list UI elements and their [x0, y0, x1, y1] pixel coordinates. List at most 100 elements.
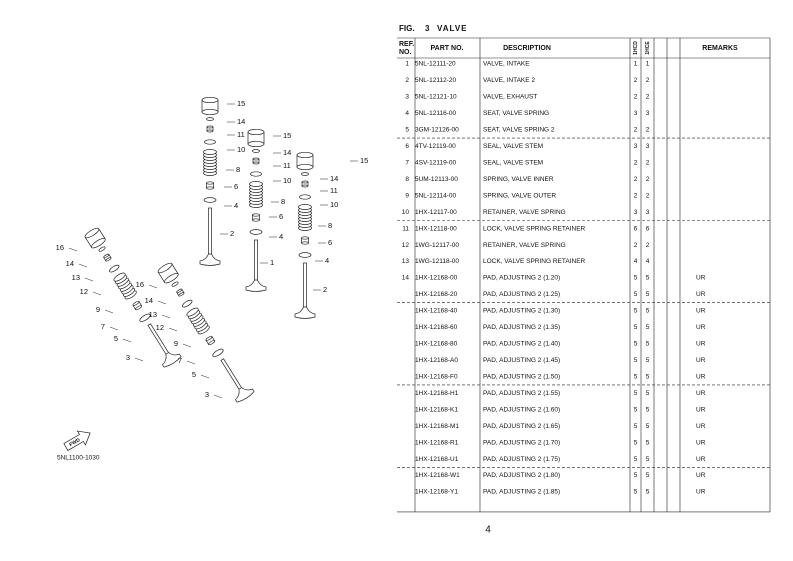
part-shape [299, 194, 311, 200]
remarks: UR [696, 423, 706, 430]
part-no: 1HX-12168-Y1 [415, 489, 458, 496]
ref-no: 6 [405, 143, 409, 150]
part-no: 1HX-12168-00 [415, 275, 458, 282]
description: LOCK, VALVE SPRING RETAINER [483, 258, 586, 265]
quantity: 2 [634, 159, 638, 166]
callout-number: 9 [96, 305, 100, 314]
remarks: UR [696, 291, 706, 298]
description: PAD, ADJUSTING 2 (1.60) [483, 406, 560, 413]
leader-line [134, 357, 144, 362]
part-no: 1WG-12118-00 [415, 258, 459, 265]
part-no: 5NL-12116-00 [415, 110, 456, 117]
header-ref: REF. NO. [399, 41, 414, 56]
quantity: 5 [646, 406, 650, 413]
ref-no: 14 [402, 275, 410, 282]
callout-number: 10 [237, 145, 245, 154]
description: PAD, ADJUSTING 2 (1.25) [483, 291, 560, 298]
part-shape [206, 117, 214, 121]
part-shape [178, 292, 185, 297]
description: PAD, ADJUSTING 2 (1.80) [483, 472, 560, 479]
description: SEAT, VALVE SPRING 2 [483, 127, 555, 134]
header-ref-line: REF. [399, 41, 414, 48]
part-shape [212, 348, 224, 357]
part-no: 1HX-12168-80 [415, 341, 458, 348]
leader-line [200, 374, 210, 379]
part-no: 5NL-12121-10 [415, 94, 457, 101]
callout-number: 14 [145, 296, 153, 305]
callout-number: 6 [279, 212, 283, 221]
callout-number: 11 [237, 130, 245, 139]
valve-assembly [84, 227, 182, 368]
callout-number: 15 [360, 156, 368, 165]
leader-line [68, 247, 78, 252]
quantity: 2 [634, 77, 638, 84]
part-shape [301, 172, 309, 176]
part-shape [186, 307, 199, 317]
part-shape [206, 186, 214, 190]
part-shape [252, 213, 260, 217]
callout-number: 5 [192, 370, 196, 379]
remarks: UR [696, 308, 706, 315]
fig-title: VALVE [437, 24, 467, 33]
part-no: 1HX-12168-U1 [415, 456, 459, 463]
quantity: 5 [634, 324, 638, 331]
part-shape [201, 96, 219, 104]
part-shape [105, 257, 112, 262]
description: RETAINER, VALVE SPRING [483, 242, 566, 249]
description: SEAL, VALVE STEM [483, 159, 543, 166]
leader-line [182, 343, 192, 348]
quantity: 5 [646, 423, 650, 430]
callout-number: 16 [56, 243, 64, 252]
quantity: 1 [634, 61, 638, 68]
callout-number: 11 [283, 161, 291, 170]
part-shape [206, 129, 214, 133]
remarks: UR [696, 373, 706, 380]
part-shape [135, 305, 143, 311]
leader-line [84, 277, 94, 282]
callout-number: 10 [330, 200, 338, 209]
part-shape [247, 128, 265, 136]
part-shape [245, 279, 267, 292]
remarks: UR [696, 324, 706, 331]
quantity: 6 [646, 225, 650, 232]
remarks: UR [696, 406, 706, 413]
quantity: 3 [634, 110, 638, 117]
part-shape [171, 281, 179, 287]
description: SEAL, VALVE STEM [483, 143, 543, 150]
callout-number: 8 [236, 165, 240, 174]
part-no: 1HX-12168-H1 [415, 390, 459, 397]
part-no: 1HX-12168-W1 [415, 472, 460, 479]
part-shape [176, 288, 183, 294]
callout-number: 7 [178, 356, 182, 365]
callout-number: 15 [237, 99, 245, 108]
header-model: 1HCD [633, 41, 639, 55]
quantity: 5 [646, 390, 650, 397]
ref-no: 12 [402, 242, 410, 249]
part-shape [157, 262, 173, 274]
valve-assembly [294, 151, 316, 319]
ref-no: 10 [402, 209, 410, 216]
part-shape [201, 108, 219, 116]
description: PAD, ADJUSTING 2 (1.35) [483, 324, 560, 331]
ref-no: 7 [405, 159, 409, 166]
quantity: 5 [646, 357, 650, 364]
description: PAD, ADJUSTING 2 (1.65) [483, 423, 560, 430]
part-shape [208, 207, 212, 261]
part-shape [298, 252, 312, 258]
fwd-arrow: FWD [63, 430, 91, 451]
description: VALVE, INTAKE 2 [483, 77, 535, 84]
part-shape [303, 262, 307, 314]
part-shape [164, 273, 179, 284]
parts-table: REF. NO. PART NO. DESCRIPTION 1HCD 1HCE REMARK… [397, 37, 771, 513]
callout-number: 8 [281, 197, 285, 206]
leader-line [122, 338, 132, 343]
callout-number: 14 [330, 174, 338, 183]
quantity: 5 [646, 324, 650, 331]
part-shape [109, 264, 120, 273]
quantity: 5 [634, 489, 638, 496]
ref-no: 9 [405, 192, 409, 199]
quantity: 5 [634, 406, 638, 413]
quantity: 5 [646, 341, 650, 348]
part-no: 5NL-12111-20 [415, 61, 456, 68]
part-no: 1HX-12168-A0 [415, 357, 458, 364]
